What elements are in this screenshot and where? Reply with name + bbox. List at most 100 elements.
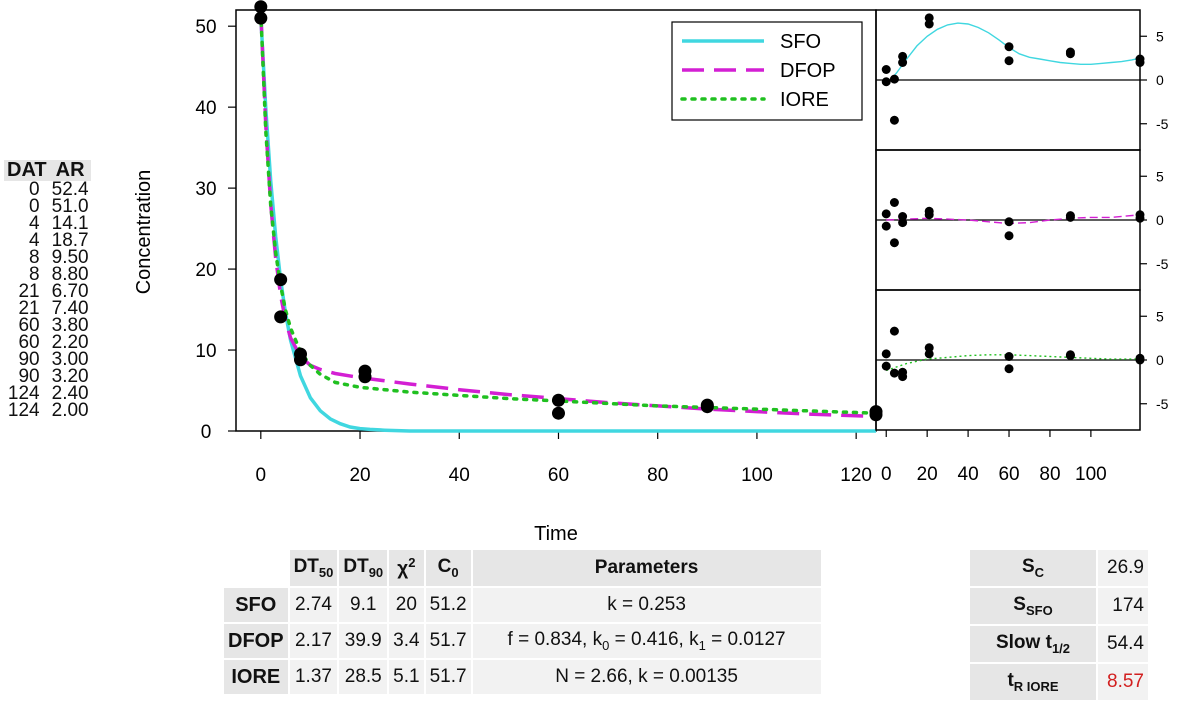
- results-cell-model: SFO: [224, 588, 288, 622]
- residual-point: [924, 343, 934, 353]
- results-row-iore: IORE 1.37 28.5 5.1 51.7 N = 2.66, k = 0.00135: [224, 660, 821, 694]
- residual-point: [924, 206, 934, 216]
- y-tick-label-40: 40: [195, 98, 216, 119]
- results-cell-model: IORE: [224, 660, 288, 694]
- results-cell-parameters: k = 0.253: [472, 588, 821, 622]
- results-cell-chi2: 20: [389, 588, 424, 622]
- y-tick-label-10: 10: [195, 341, 216, 362]
- data-table-cell-ar: 52.4: [51, 179, 89, 200]
- data-table-cell-dat: 124: [7, 400, 40, 421]
- observation-point: [254, 11, 268, 25]
- results-table-header: DT50 DT90 χ2 C0 Parameters: [224, 550, 821, 586]
- residual-point: [1065, 211, 1075, 221]
- data-table-row: 0 52.4: [4, 179, 91, 200]
- residual-point: [1135, 58, 1145, 67]
- summary-value: 54.4: [1098, 626, 1148, 662]
- data-table-cell-ar: 6.70: [51, 281, 89, 302]
- residual-point: [889, 238, 899, 248]
- summary-row: Slow t1/2 54.4: [970, 626, 1148, 662]
- data-table-cell-ar: 14.1: [51, 213, 89, 234]
- data-table-row: 4 18.7: [4, 231, 91, 250]
- results-cell-dt50: 1.37: [289, 660, 338, 694]
- data-table-cell-dat: 4: [29, 213, 40, 234]
- results-cell-parameters: N = 2.66, k = 0.00135: [472, 660, 821, 694]
- legend: SFO DFOP IORE: [671, 21, 863, 121]
- residual-panels: -5 0 5 -5 0 5 -5 0 5 0 20 40 60 80 100: [875, 9, 1169, 485]
- residual-point: [1004, 364, 1014, 374]
- x-axis-label: Time: [534, 523, 578, 540]
- data-table-cell-dat: 90: [18, 349, 40, 370]
- data-table-cell-dat: 124: [7, 383, 40, 404]
- results-header-parameters: Parameters: [472, 550, 821, 586]
- residual-point: [898, 58, 908, 67]
- x-tick-label-60: 60: [548, 465, 569, 486]
- results-cell-dt90: 28.5: [339, 660, 388, 694]
- x-tick-label-120: 120: [840, 465, 872, 486]
- data-table-cell-dat: 0: [29, 179, 40, 200]
- x-tick-label-40: 40: [449, 465, 470, 486]
- residual-y-tick-label--5: -5: [1156, 116, 1169, 132]
- observation-point: [274, 310, 288, 324]
- results-table: DT50 DT90 χ2 C0 Parameters SFO 2.74 9.1 20 5…: [222, 548, 823, 696]
- results-cell-c0: 51.7: [425, 624, 471, 658]
- residual-point: [1004, 56, 1014, 66]
- series-line-sfo: [259, 16, 876, 433]
- observation-point: [254, 0, 268, 14]
- data-table-cell-dat: 0: [29, 196, 40, 217]
- results-row-sfo: SFO 2.74 9.1 20 51.2 k = 0.253: [224, 588, 821, 622]
- legend-label-sfo: SFO: [780, 31, 821, 53]
- summary-value: 8.57: [1098, 664, 1148, 700]
- residual-y-tick-label-5: 5: [1156, 28, 1164, 44]
- data-table-row: 124 2.40: [4, 383, 91, 404]
- data-table-cell-ar: 3.20: [51, 366, 89, 387]
- results-cell-dt90: 39.9: [339, 624, 388, 658]
- results-cell-parameters: f = 0.834, k0 = 0.416, k1 = 0.0127: [472, 624, 821, 658]
- results-cell-dt50: 2.74: [289, 588, 338, 622]
- data-table-cell-dat: 60: [18, 315, 40, 336]
- data-table-header-ar: AR: [49, 160, 91, 181]
- x-tick-label-20: 20: [349, 465, 370, 486]
- data-table-cell-dat: 8: [29, 247, 40, 268]
- residual-point: [1135, 355, 1145, 365]
- data-table-row: 4 14.1: [4, 213, 91, 234]
- residual-x-tick-label-20: 20: [917, 464, 938, 485]
- summary-row: tR IORE 8.57: [970, 664, 1148, 700]
- residual-point: [898, 218, 908, 228]
- x-tick-label-100: 100: [741, 465, 773, 486]
- residual-y-tick-label-0: 0: [1156, 212, 1164, 228]
- observation-point: [274, 273, 288, 287]
- results-header-dt50: DT50: [289, 550, 338, 586]
- data-table-cell-dat: 90: [18, 366, 40, 387]
- data-table-cell-dat: 8: [29, 264, 40, 285]
- data-table-cell-ar: 8.80: [51, 264, 89, 285]
- data-table-header-dat: DAT: [4, 160, 50, 181]
- legend-label-iore: IORE: [780, 89, 829, 111]
- observation-point: [551, 393, 565, 407]
- summary-value: 174: [1098, 588, 1148, 624]
- results-table-corner: [224, 550, 288, 586]
- legend-label-dfop: DFOP: [780, 60, 836, 82]
- residual-point: [1065, 47, 1075, 57]
- data-table-row: 90 3.20: [4, 366, 91, 387]
- data-table-cell-ar: 51.0: [51, 196, 89, 217]
- summary-label: SSFO: [970, 588, 1096, 624]
- residual-point: [881, 349, 891, 359]
- data-table-row: 0 51.0: [4, 196, 91, 217]
- residual-y-tick-label-5: 5: [1156, 168, 1164, 184]
- residual-point: [889, 74, 899, 84]
- residual-point: [881, 65, 891, 74]
- observation-point: [293, 353, 307, 367]
- residual-point: [898, 372, 908, 382]
- data-table-row: 90 3.00: [4, 349, 91, 370]
- data-table-row: 8 8.80: [4, 264, 91, 285]
- data-table-row: 124 2.00: [4, 400, 91, 421]
- results-header-dt90: DT90: [339, 550, 388, 586]
- results-cell-chi2: 3.4: [389, 624, 424, 658]
- residual-point: [881, 361, 891, 371]
- residual-y-tick-label--5: -5: [1156, 256, 1169, 272]
- observation-point: [551, 406, 565, 420]
- residual-panel-sfo: -5 0 5: [875, 9, 1169, 151]
- data-table-cell-ar: 2.00: [51, 400, 89, 421]
